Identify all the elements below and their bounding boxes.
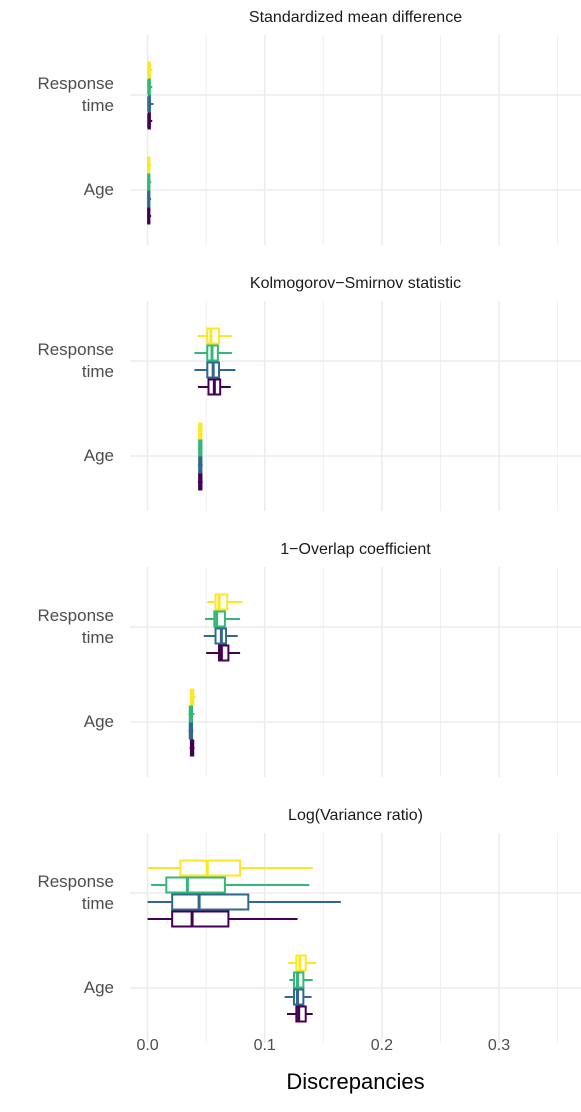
box xyxy=(214,593,229,611)
y-tick-label: Response time xyxy=(37,74,114,115)
x-tick-label: 0.1 xyxy=(254,1037,276,1054)
box xyxy=(213,610,226,628)
y-tick-label: Age xyxy=(83,446,114,465)
facet-title: 1−Overlap coefficient xyxy=(280,541,431,558)
facet-title: Kolmogorov−Smirnov statistic xyxy=(250,275,461,292)
x-axis-title: Discrepancies xyxy=(286,1069,424,1094)
x-tick-label: 0.2 xyxy=(371,1037,393,1054)
facet-title: Log(Variance ratio) xyxy=(288,807,423,824)
box xyxy=(206,327,221,345)
box xyxy=(171,910,230,928)
box xyxy=(295,1005,307,1023)
y-tick-label: Response time xyxy=(37,872,114,913)
x-tick-label: 0.0 xyxy=(136,1037,158,1054)
x-tick-label: 0.3 xyxy=(488,1037,510,1054)
box xyxy=(218,644,230,662)
y-tick-label: Response time xyxy=(37,340,114,381)
box xyxy=(165,876,226,894)
y-tick-label: Response time xyxy=(37,606,114,647)
facet-title: Standardized mean difference xyxy=(249,9,462,26)
y-tick-label: Age xyxy=(83,180,114,199)
box xyxy=(171,893,250,911)
box xyxy=(179,859,242,877)
y-tick-label: Age xyxy=(83,712,114,731)
y-tick-label: Age xyxy=(83,978,114,997)
